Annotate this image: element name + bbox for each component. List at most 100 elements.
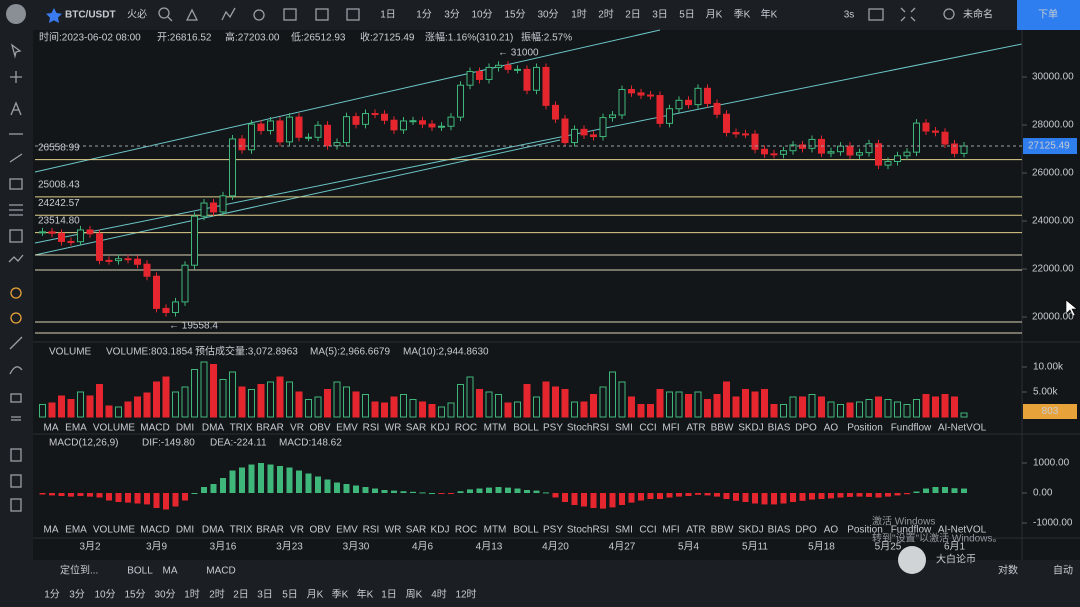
timeframe[interactable]: 5日 (679, 10, 695, 21)
bottom-timeframe[interactable]: 30分 (154, 589, 175, 601)
indicator-tab[interactable]: DPO (795, 423, 817, 434)
indicator-tab[interactable]: BBW (711, 525, 734, 536)
indicator-tab[interactable]: VOLUME (93, 423, 136, 434)
timeframe[interactable]: 3分 (444, 9, 460, 21)
indicator-tab[interactable]: SKDJ (738, 525, 764, 536)
log-toggle[interactable]: 对数 (998, 564, 1018, 577)
indicator-tab[interactable]: PSY (543, 525, 563, 536)
study-tab[interactable]: MACD (206, 566, 235, 577)
bottom-timeframe[interactable]: 2时 (209, 589, 225, 601)
indicator-tab[interactable]: BIAS (768, 525, 791, 536)
indicator-tab[interactable]: DMI (176, 423, 194, 434)
timeframe[interactable]: 2日 (625, 10, 641, 21)
bottom-timeframe[interactable]: 2日 (233, 590, 249, 601)
bottom-timeframe[interactable]: 3日 (257, 590, 273, 601)
study-tab[interactable]: MA (163, 566, 178, 577)
bottom-timeframe[interactable]: 1日 (381, 590, 397, 601)
indicator-tab[interactable]: ROC (455, 423, 477, 434)
indicator-tab[interactable]: ROC (455, 525, 477, 536)
indicator-tab[interactable]: MFI (662, 423, 679, 434)
timeframe[interactable]: 2时 (598, 9, 614, 21)
indicator-tab[interactable]: RSI (363, 525, 380, 536)
indicator-tab[interactable]: WR (385, 423, 402, 434)
indicator-tab[interactable]: TRIX (230, 525, 253, 536)
indicator-tab[interactable]: WR (385, 525, 402, 536)
indicator-tab[interactable]: SMI (615, 525, 633, 536)
favorite-icon[interactable] (46, 8, 62, 23)
indicator-tab[interactable]: Position (847, 423, 883, 434)
bottom-timeframe[interactable]: 4时 (431, 589, 447, 601)
indicator-tab[interactable]: MTM (484, 525, 507, 536)
indicator-tab[interactable]: SAR (406, 423, 427, 434)
indicator-tab[interactable]: MACD (140, 525, 169, 536)
bottom-timeframe[interactable]: 季K (332, 589, 349, 601)
bottom-timeframe[interactable]: 5日 (282, 590, 298, 601)
indicator-tab[interactable]: DMA (202, 525, 225, 536)
indicator-tab[interactable]: OBV (309, 423, 330, 434)
bottom-timeframe[interactable]: 10分 (94, 589, 115, 601)
indicator-tab[interactable]: SMI (615, 423, 633, 434)
indicator-tab[interactable]: EMV (336, 423, 358, 434)
indicator-tab[interactable]: AO (824, 423, 839, 434)
indicator-tab[interactable]: RSI (363, 423, 380, 434)
locate[interactable]: 定位到... (60, 564, 98, 577)
bottom-timeframe[interactable]: 3分 (69, 589, 85, 601)
bottom-timeframe[interactable]: 15分 (124, 589, 145, 601)
indicator-tab[interactable]: BOLL (513, 525, 539, 536)
indicator-tab[interactable]: Fundflow (891, 423, 932, 434)
indicator-tab[interactable]: ATR (686, 423, 705, 434)
indicator-tab[interactable]: MFI (662, 525, 679, 536)
auto-toggle[interactable]: 自动 (1053, 564, 1073, 577)
timeframe[interactable]: 1时 (571, 9, 587, 21)
indicator-tab[interactable]: MACD (140, 423, 169, 434)
indicator-tab[interactable]: PSY (543, 423, 563, 434)
timeframe[interactable]: 季K (734, 9, 751, 21)
indicator-tab[interactable]: DMA (202, 423, 225, 434)
indicator-tab[interactable]: MA (44, 525, 59, 536)
indicator-tab[interactable]: DMI (176, 525, 194, 536)
indicator-tab[interactable]: KDJ (431, 423, 450, 434)
indicator-tab[interactable]: Position (847, 525, 883, 536)
indicator-tab[interactable]: BOLL (513, 423, 539, 434)
study-tab[interactable]: BOLL (127, 566, 153, 577)
timeframe[interactable]: 30分 (537, 9, 558, 21)
indicator-tab[interactable]: OBV (309, 525, 330, 536)
timeframe[interactable]: 年K (761, 8, 778, 21)
indicator-tab[interactable]: CCI (639, 423, 656, 434)
indicator-tab[interactable]: BBW (711, 423, 734, 434)
indicator-tab[interactable]: SAR (406, 525, 427, 536)
indicator-tab[interactable]: VR (290, 525, 304, 536)
order-button-label[interactable]: 下单 (1038, 9, 1058, 21)
timeframe[interactable]: 1分 (416, 9, 432, 21)
indicator-tab[interactable]: EMV (336, 525, 358, 536)
indicator-tab[interactable]: AO (824, 525, 839, 536)
timeframe[interactable]: 3日 (652, 10, 668, 21)
bottom-timeframe[interactable]: 月K (307, 589, 324, 601)
indicator-tab[interactable]: ATR (686, 525, 705, 536)
indicator-tab[interactable]: MA (44, 423, 59, 434)
indicator-tab[interactable]: BRAR (256, 423, 284, 434)
indicator-tab[interactable]: SKDJ (738, 423, 764, 434)
indicator-tab[interactable]: AI-NetVOL (938, 525, 987, 536)
indicator-tab[interactable]: DPO (795, 525, 817, 536)
timeframe[interactable]: 1日 (380, 10, 396, 21)
bottom-timeframe[interactable]: 12时 (455, 589, 476, 601)
bottom-timeframe[interactable]: 1分 (44, 589, 60, 601)
indicator-tab[interactable]: BIAS (768, 423, 791, 434)
bottom-timeframe[interactable]: 年K (357, 588, 374, 601)
indicator-tab[interactable]: EMA (65, 423, 87, 434)
timeframe[interactable]: 15分 (504, 9, 525, 21)
indicator-tab[interactable]: Fundflow (891, 525, 932, 536)
timeframe[interactable]: 月K (706, 9, 723, 21)
indicator-tab[interactable]: BRAR (256, 525, 284, 536)
timeframe[interactable]: 10分 (471, 9, 492, 21)
indicator-tab[interactable]: AI-NetVOL (938, 423, 987, 434)
indicator-tab[interactable]: TRIX (230, 423, 253, 434)
bottom-timeframe[interactable]: 1时 (184, 589, 200, 601)
indicator-tab[interactable]: VR (290, 423, 304, 434)
bottom-timeframe[interactable]: 周K (406, 589, 423, 601)
indicator-tab[interactable]: CCI (639, 525, 656, 536)
indicator-tab[interactable]: KDJ (431, 525, 450, 536)
indicator-tab[interactable]: StochRSI (567, 525, 609, 536)
indicator-tab[interactable]: MTM (484, 423, 507, 434)
